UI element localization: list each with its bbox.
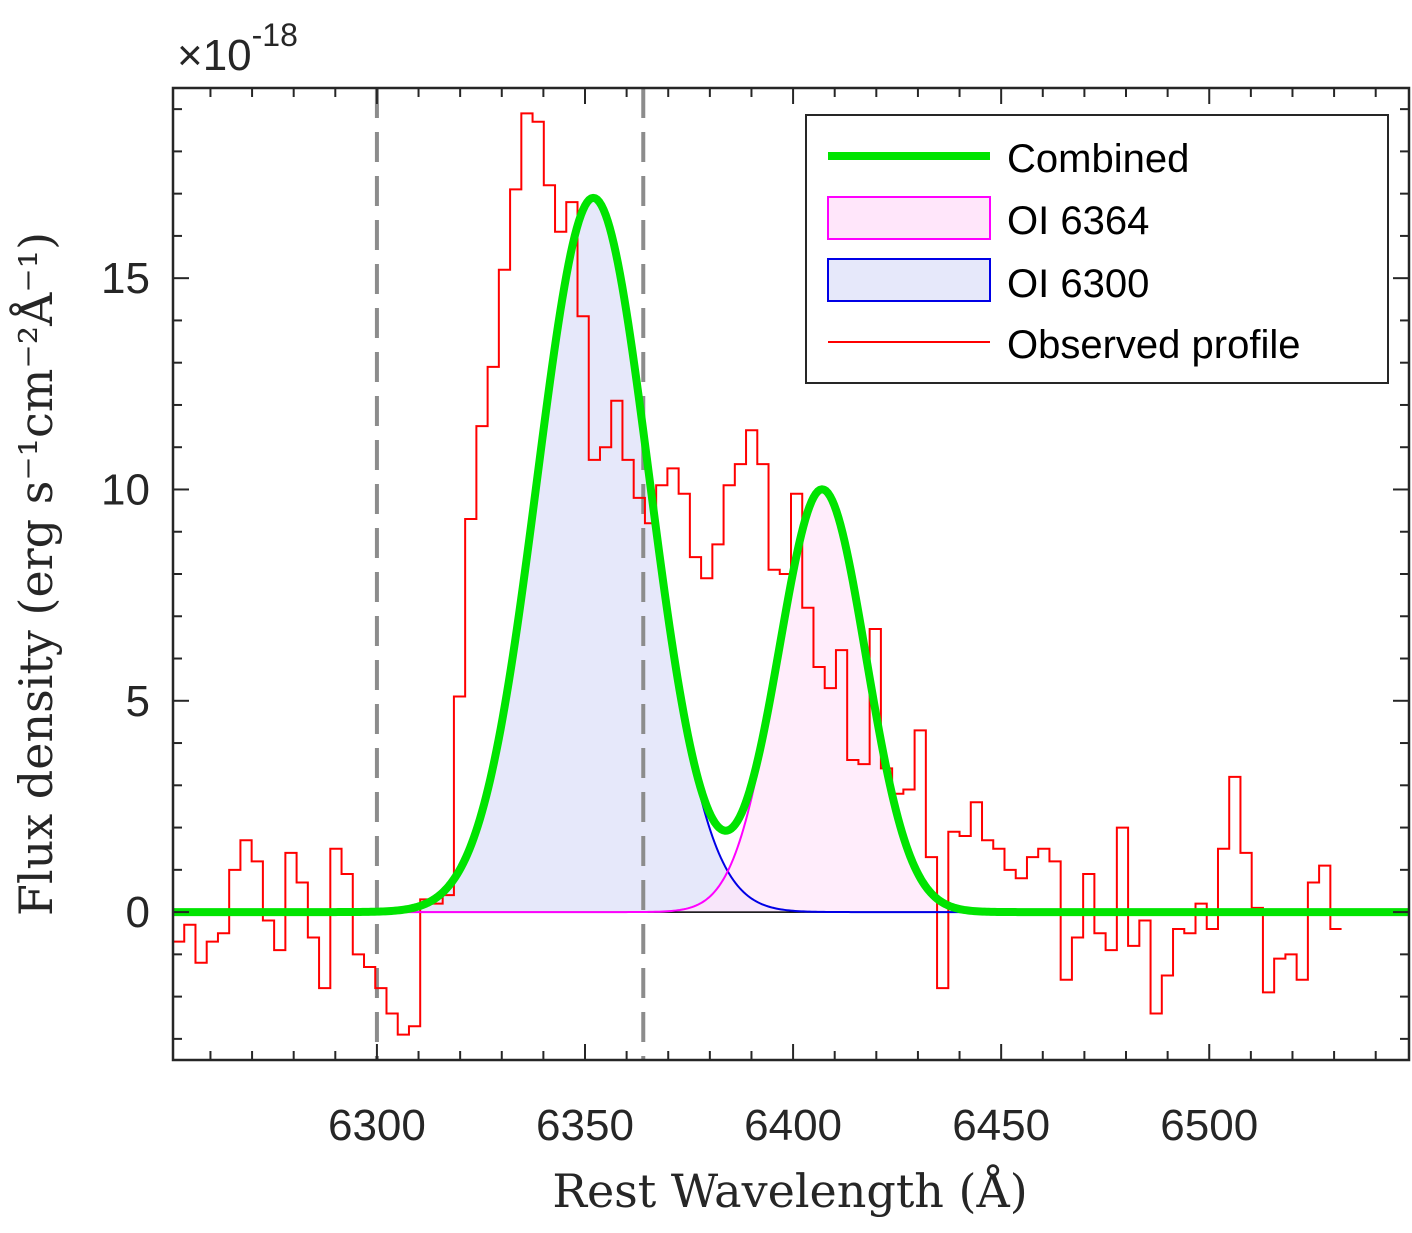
reference-lines [374,88,646,1060]
series-lines [171,112,1411,1036]
legend-combined-label: Combined [1007,137,1189,181]
legend: Combined OI 6364 OI 6300 Observed profil… [805,114,1389,384]
y-tick-label-0: 0 [126,888,150,937]
legend-oi6300-swatch [827,258,991,302]
multiplier-exponent: -18 [252,17,298,53]
legend-observed-label: Observed profile [1007,323,1300,367]
x-axis-title: Rest Wavelength (Å) [552,1163,1027,1218]
legend-oi6364-label: OI 6364 [1007,199,1149,243]
component-fills [173,197,1409,913]
x-tick-label-6450: 6450 [952,1101,1050,1150]
oi6364-fill [173,489,1409,913]
combined-line [171,193,1411,917]
svg-text:×10-18: ×10-18 [177,17,298,80]
y-multiplier: ×10-18 [177,17,298,80]
x-tick-label-6350: 6350 [536,1101,634,1150]
observed-profile-line [173,112,1342,1036]
x-tick-label-6500: 6500 [1160,1101,1258,1150]
y-tick-label-15: 15 [101,254,150,303]
legend-oi6364-swatch [827,196,991,240]
x-tick-label-6300: 6300 [328,1101,426,1150]
legend-oi6300-label: OI 6300 [1007,262,1149,306]
axis-tick-labels: 6300 6350 6400 6450 6500 0 5 10 15 [101,254,1258,1150]
axis-ticks [173,88,1409,1060]
y-axis-title: Flux density (erg s⁻¹cm⁻²Å⁻¹) [8,232,63,916]
y-tick-label-5: 5 [126,677,150,726]
x-tick-label-6400: 6400 [744,1101,842,1150]
y-tick-label-10: 10 [101,465,150,514]
multiplier-base: ×10 [177,31,252,80]
